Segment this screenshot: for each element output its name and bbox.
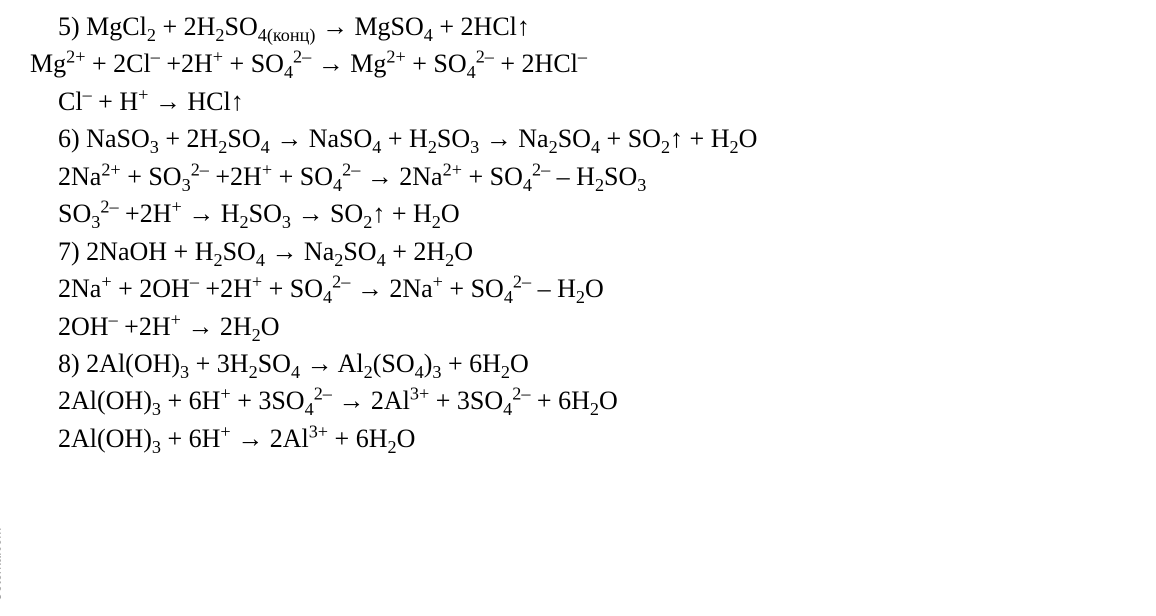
equation-line: 2OH– +2H+ → 2H2O bbox=[30, 308, 1156, 345]
equation-line: 2Al(OH)3 + 6H+ → 2Al3+ + 6H2O bbox=[30, 420, 1156, 457]
equation-line: 8) 2Al(OH)3 + 3H2SO4 → Al2(SO4)3 + 6H2O bbox=[30, 345, 1156, 382]
equation-text: MgCl2 + 2H2SO4(конц) → MgSO4 + 2HCl↑ bbox=[86, 12, 530, 41]
item-number: 6) bbox=[58, 124, 86, 153]
equation-line: 5) MgCl2 + 2H2SO4(конц) → MgSO4 + 2HCl↑ bbox=[30, 8, 1156, 45]
equation-text: 2Na2+ + SO32– +2H+ + SO42– → 2Na2+ + SO4… bbox=[58, 162, 646, 191]
equation-text: 2Na+ + 2OH– +2H+ + SO42– → 2Na+ + SO42– … bbox=[58, 274, 604, 303]
equation-text: SO32– +2H+ → H2SO3 → SO2↑ + H2O bbox=[58, 199, 460, 228]
equation-text: 2Al(OH)3 + 6H+ → 2Al3+ + 6H2O bbox=[58, 424, 415, 453]
equation-text: 2OH– +2H+ → 2H2O bbox=[58, 312, 280, 341]
equation-line: 2Al(OH)3 + 6H+ + 3SO42– → 2Al3+ + 3SO42–… bbox=[30, 382, 1156, 419]
equation-text: 2NaOH + H2SO4 → Na2SO4 + 2H2O bbox=[86, 237, 473, 266]
equation-line: Mg2+ + 2Cl– +2H+ + SO42– → Mg2+ + SO42– … bbox=[30, 45, 1156, 82]
item-number: 8) bbox=[58, 349, 86, 378]
equation-text: NaSO3 + 2H2SO4 → NaSO4 + H2SO3 → Na2SO4 … bbox=[86, 124, 757, 153]
equation-text: Cl– + H+ → HCl↑ bbox=[58, 87, 244, 116]
equation-line: 2Na2+ + SO32– +2H+ + SO42– → 2Na2+ + SO4… bbox=[30, 158, 1156, 195]
equation-line: 6) NaSO3 + 2H2SO4 → NaSO4 + H2SO3 → Na2S… bbox=[30, 120, 1156, 157]
equation-line: 2Na+ + 2OH– +2H+ + SO42– → 2Na+ + SO42– … bbox=[30, 270, 1156, 307]
item-number: 7) bbox=[58, 237, 86, 266]
equation-line: 7) 2NaOH + H2SO4 → Na2SO4 + 2H2O bbox=[30, 233, 1156, 270]
item-number: 5) bbox=[58, 12, 86, 41]
equation-text: Mg2+ + 2Cl– +2H+ + SO42– → Mg2+ + SO42– … bbox=[30, 49, 587, 78]
watermark-text: ©5terka.com bbox=[0, 528, 6, 602]
equation-line: SO32– +2H+ → H2SO3 → SO2↑ + H2O bbox=[30, 195, 1156, 232]
equation-line: Cl– + H+ → HCl↑ bbox=[30, 83, 1156, 120]
equations-block: 5) MgCl2 + 2H2SO4(конц) → MgSO4 + 2HCl↑M… bbox=[30, 8, 1156, 457]
equation-text: 2Al(OH)3 + 3H2SO4 → Al2(SO4)3 + 6H2O bbox=[86, 349, 529, 378]
equation-text: 2Al(OH)3 + 6H+ + 3SO42– → 2Al3+ + 3SO42–… bbox=[58, 386, 618, 415]
